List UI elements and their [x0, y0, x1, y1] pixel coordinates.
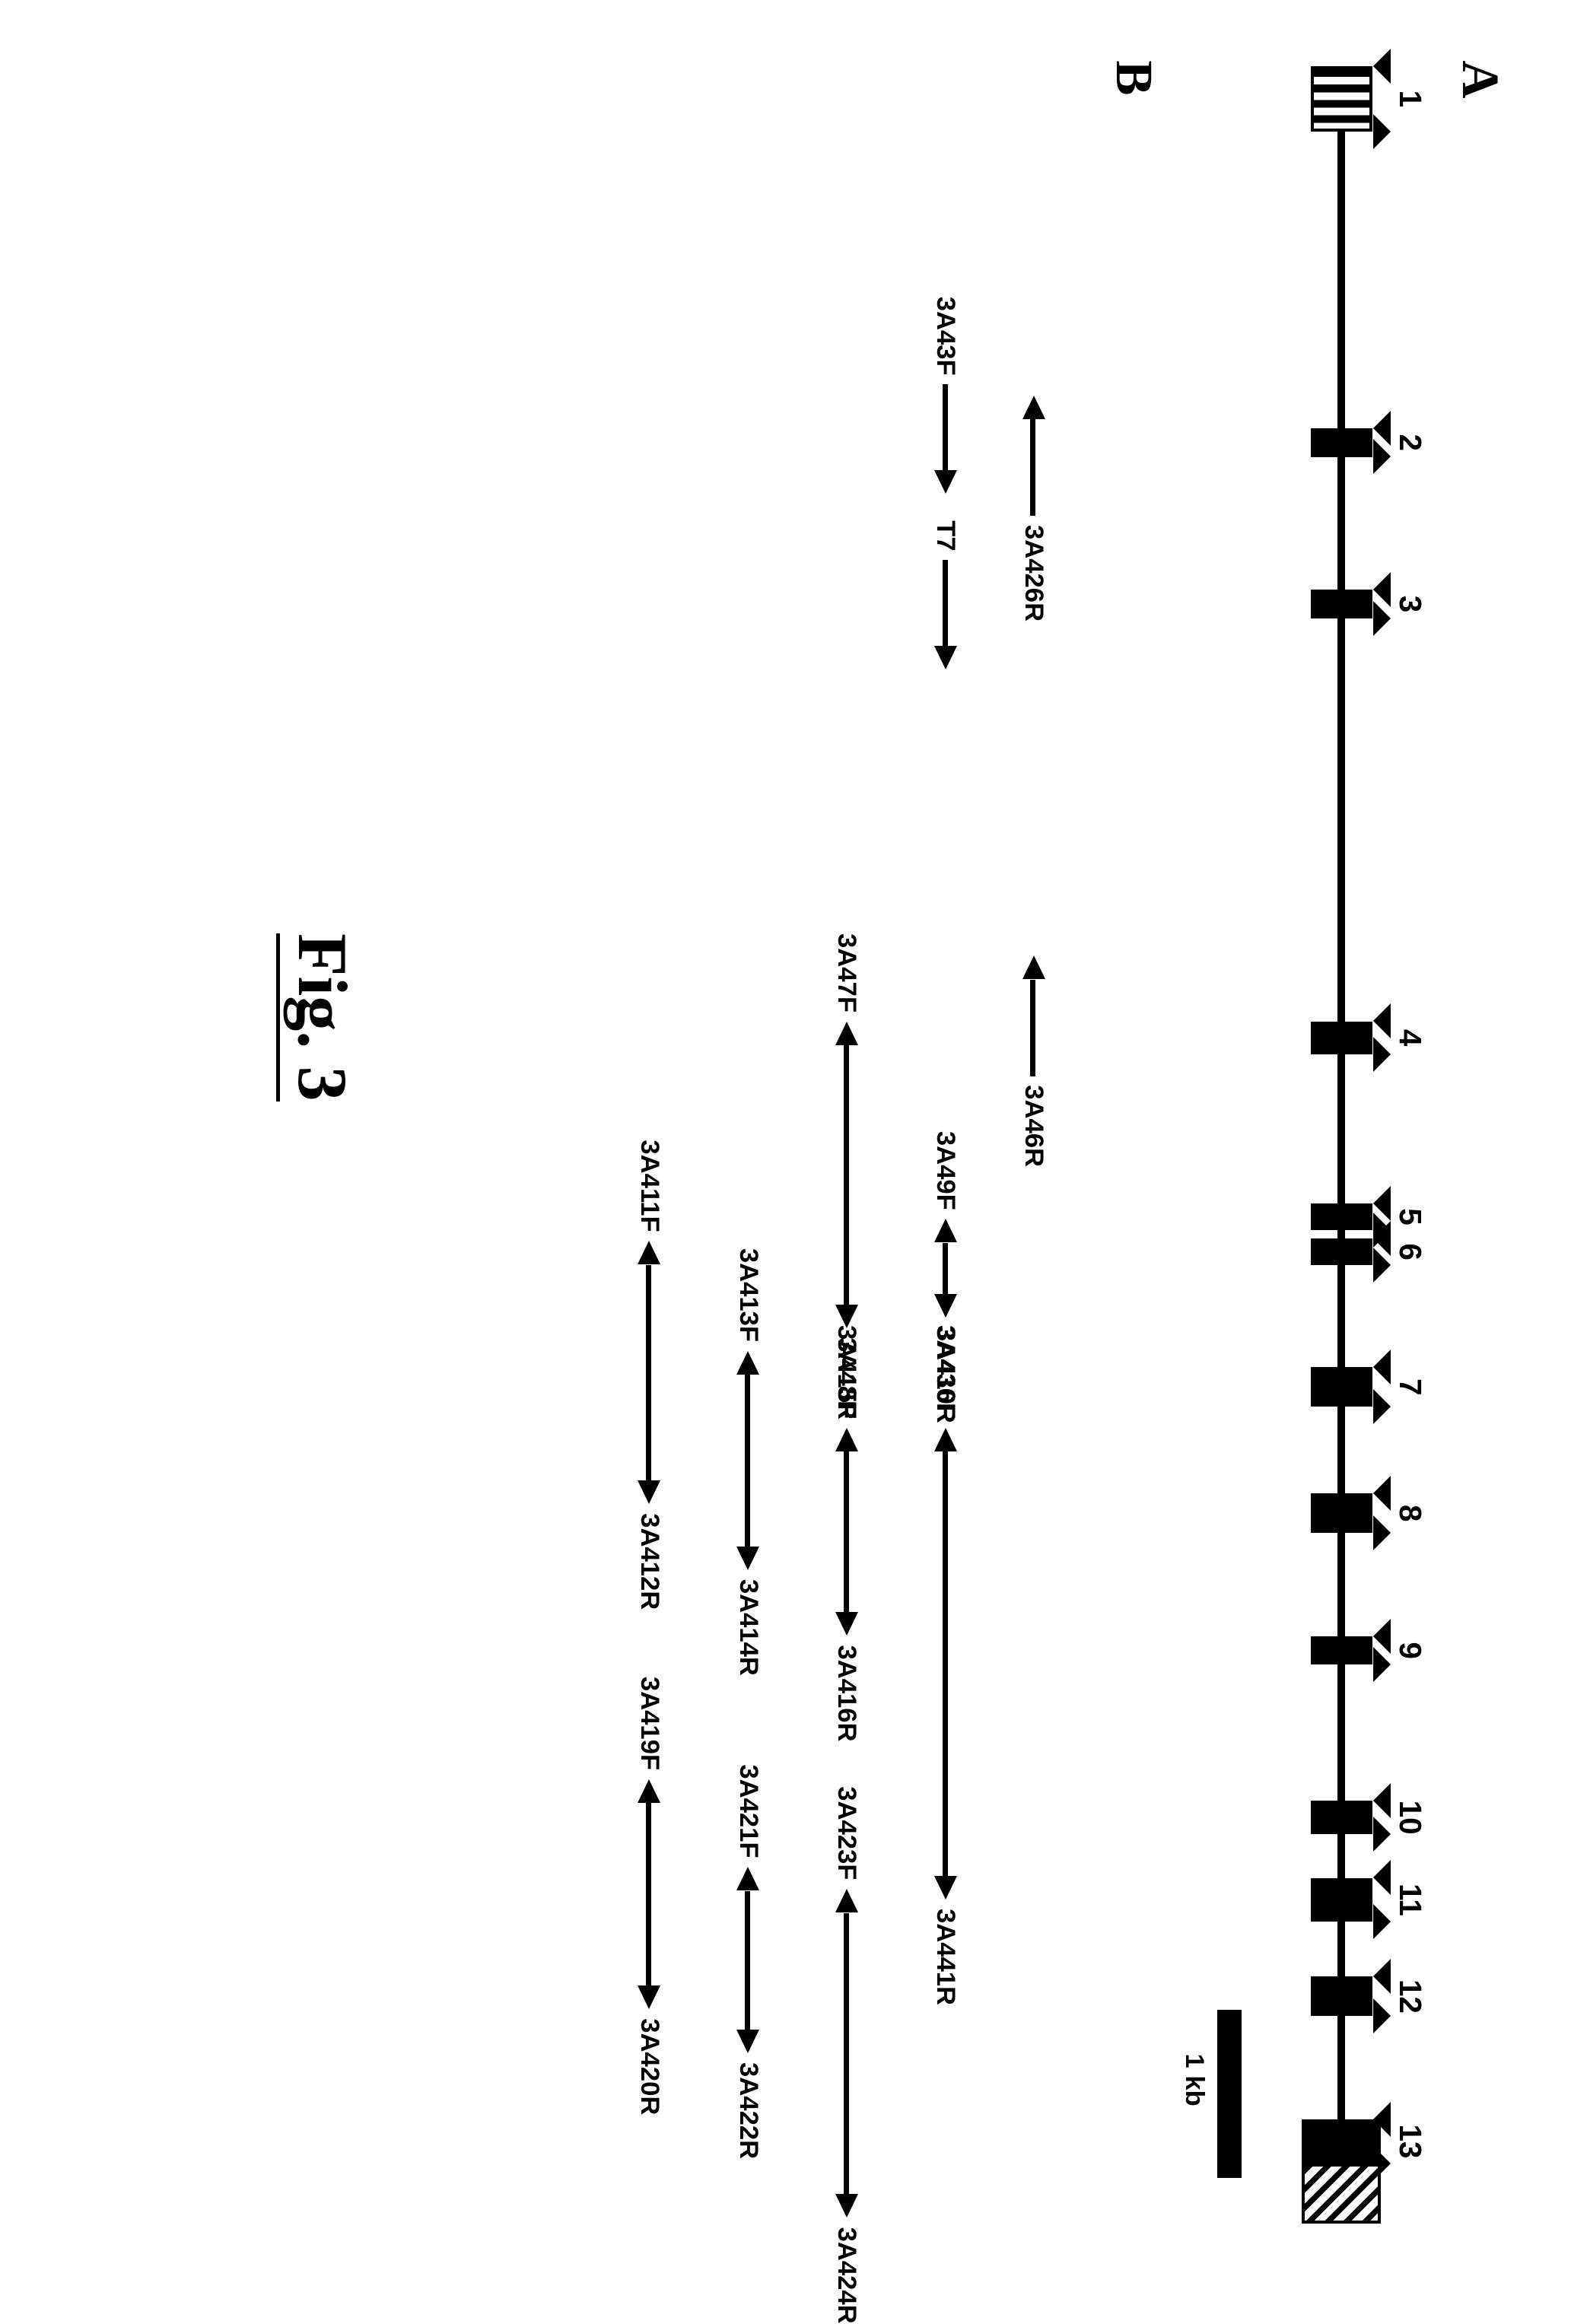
primer-label-3A423F: 3A423F — [832, 1786, 861, 1880]
exon-label-11: 11 — [1392, 1884, 1428, 1916]
primer-label-3A419F: 3A419F — [634, 1677, 664, 1770]
primer-label-3A49F: 3A49F — [930, 1131, 960, 1210]
exon-boundary-marker — [1373, 1860, 1391, 1895]
exon-label-2: 2 — [1392, 434, 1428, 451]
exon-label-4: 4 — [1392, 1029, 1428, 1046]
primer-label-3A411F: 3A411F — [634, 1140, 664, 1232]
primer-label-3A441R: 3A441R — [930, 1909, 960, 2005]
exon-1-utr — [1311, 66, 1372, 132]
primer-label-3A46R: 3A46R — [1019, 1085, 1048, 1167]
exon-6 — [1311, 1238, 1372, 1265]
exon-4 — [1311, 1022, 1372, 1054]
exon-label-3: 3 — [1392, 596, 1428, 612]
exon-5 — [1311, 1203, 1372, 1230]
primer-label-3A436F: 3A436F — [930, 1325, 960, 1419]
primer-label-3A47F: 3A47F — [832, 933, 861, 1013]
exon-8 — [1311, 1493, 1372, 1533]
primer-label-T7: T7 — [930, 520, 960, 551]
panel-b-label: B — [1104, 60, 1165, 95]
exon-9 — [1311, 1636, 1372, 1665]
exon-boundary-marker — [1373, 1037, 1391, 1072]
primer-label-3A414R: 3A414R — [733, 1579, 763, 1676]
exon-label-9: 9 — [1392, 1642, 1428, 1658]
exon-boundary-marker — [1373, 1959, 1391, 1994]
primer-label-3A412R: 3A412R — [634, 1513, 664, 1610]
exon-13-utr-3p — [1302, 2163, 1381, 2224]
exon-boundary-marker — [1373, 1647, 1391, 1682]
primer-label-3A415F: 3A415F — [832, 1325, 861, 1419]
exon-13 — [1302, 2119, 1381, 2163]
exon-boundary-marker — [1373, 1476, 1391, 1511]
exon-label-1: 1 — [1392, 91, 1428, 107]
exon-boundary-marker — [1373, 1515, 1391, 1550]
scale-bar — [1217, 2010, 1242, 2178]
exon-label-12: 12 — [1392, 1979, 1428, 2014]
exon-12 — [1311, 1976, 1372, 2016]
gene-axis — [1337, 66, 1345, 2197]
exon-label-8: 8 — [1392, 1505, 1428, 1521]
exon-boundary-marker — [1373, 1998, 1391, 2033]
primer-label-3A420R: 3A420R — [634, 2018, 664, 2115]
exon-boundary-marker — [1373, 1783, 1391, 1818]
primer-label-3A413F: 3A413F — [733, 1248, 763, 1342]
exon-boundary-marker — [1373, 1389, 1391, 1424]
exon-10 — [1311, 1801, 1372, 1833]
exon-boundary-marker — [1373, 49, 1391, 84]
exon-boundary-marker — [1373, 1817, 1391, 1852]
figure-caption: Fig. 3 — [276, 933, 363, 1102]
primer-label-3A421F: 3A421F — [733, 1764, 763, 1858]
primer-label-3A426R: 3A426R — [1019, 525, 1048, 622]
exon-boundary-marker — [1373, 1904, 1391, 1939]
primer-label-3A422R: 3A422R — [733, 2062, 763, 2159]
exon-2 — [1311, 428, 1372, 457]
exon-3 — [1311, 590, 1372, 618]
exon-11 — [1311, 1878, 1372, 1922]
exon-boundary-marker — [1373, 601, 1391, 636]
exon-label-10: 10 — [1392, 1801, 1428, 1835]
panel-a-label: A — [1450, 60, 1511, 98]
exon-boundary-marker — [1373, 114, 1391, 149]
primer-label-3A43F: 3A43F — [930, 297, 960, 376]
primer-label-3A416R: 3A416R — [832, 1645, 861, 1741]
exon-boundary-marker — [1373, 1003, 1391, 1038]
exon-boundary-marker — [1373, 439, 1391, 474]
exon-label-6: 6 — [1392, 1243, 1428, 1260]
exon-label-5: 5 — [1392, 1208, 1428, 1225]
exon-boundary-marker — [1373, 1350, 1391, 1385]
exon-boundary-marker — [1373, 1248, 1391, 1283]
exon-label-7: 7 — [1392, 1378, 1428, 1395]
exon-label-13: 13 — [1392, 2125, 1428, 2159]
primer-label-3A424R: 3A424R — [832, 2227, 861, 2324]
exon-7 — [1311, 1367, 1372, 1407]
scale-bar-label: 1 kb — [1179, 2054, 1209, 2106]
